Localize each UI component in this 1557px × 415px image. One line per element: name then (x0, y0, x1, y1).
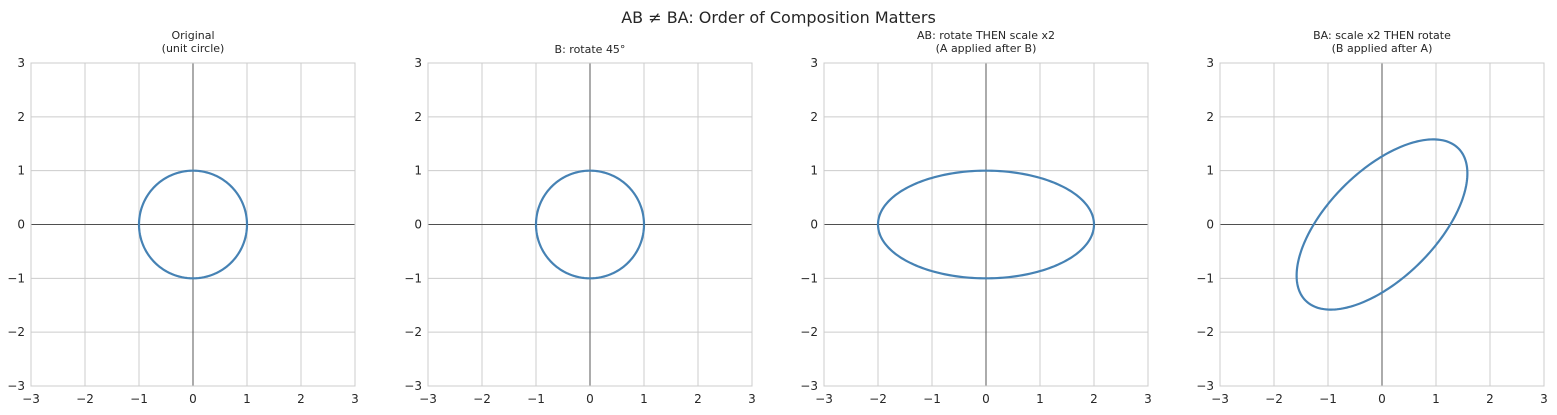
x-tick-label: 3 (1144, 392, 1152, 406)
y-tick-label: 3 (810, 56, 818, 70)
x-tick-label: −3 (815, 392, 833, 406)
x-tick-label: −2 (869, 392, 887, 406)
x-tick-label: −2 (473, 392, 491, 406)
x-tick-label: 0 (586, 392, 594, 406)
x-tick-label: −2 (1265, 392, 1283, 406)
plot-frame (1219, 62, 1545, 387)
subplot-title-line: B: rotate 45° (555, 43, 626, 56)
x-tick-label: 2 (1090, 392, 1098, 406)
x-tick-label: 2 (1486, 392, 1494, 406)
y-tick-label: −2 (1196, 325, 1214, 339)
y-tick-label: −3 (800, 379, 818, 393)
transformed-curve (137, 169, 249, 280)
x-tick-label: −1 (923, 392, 941, 406)
subplot-title-line: AB: rotate THEN scale x2 (917, 29, 1055, 42)
y-tick-label: 3 (17, 56, 25, 70)
y-tick-label: −1 (1196, 271, 1214, 285)
x-tick-label: 2 (297, 392, 305, 406)
x-tick-label: −3 (419, 392, 437, 406)
x-tick-label: 1 (1432, 392, 1440, 406)
subplot-3: −3 −2 −1 0 1 2 3 −3 −2 −1 0 1 2 3 AB: rotate THEN scal… (800, 29, 1152, 406)
y-tick-label: −1 (800, 271, 818, 285)
figure-title: AB ≠ BA: Order of Composition Matters (621, 8, 936, 27)
plot-frame (427, 62, 753, 387)
y-tick-label: −1 (404, 271, 422, 285)
y-tick-label: 2 (810, 110, 818, 124)
y-tick-label: 1 (1206, 164, 1214, 178)
y-tick-label: 1 (414, 164, 422, 178)
x-tick-label: −1 (130, 392, 148, 406)
y-tick-label: 0 (810, 218, 818, 232)
x-tick-label: −2 (76, 392, 94, 406)
subplot-title-line: (A applied after B) (936, 42, 1037, 55)
y-tick-label: 1 (810, 164, 818, 178)
subplot-title-line: BA: scale x2 THEN rotate (1313, 29, 1451, 42)
x-tick-label: −1 (1319, 392, 1337, 406)
x-tick-label: −1 (527, 392, 545, 406)
y-tick-label: 3 (414, 56, 422, 70)
transformed-curve (876, 169, 1096, 280)
x-tick-label: 1 (243, 392, 251, 406)
x-tick-label: 3 (748, 392, 756, 406)
y-tick-label: 2 (1206, 110, 1214, 124)
transformed-curve (1295, 138, 1469, 311)
x-tick-label: 3 (351, 392, 359, 406)
y-tick-label: −3 (404, 379, 422, 393)
y-tick-label: −3 (7, 379, 25, 393)
x-tick-label: 1 (640, 392, 648, 406)
y-tick-label: −3 (1196, 379, 1214, 393)
y-tick-label: −2 (7, 325, 25, 339)
y-tick-label: 0 (1206, 218, 1214, 232)
subplot-title-line: (unit circle) (162, 42, 225, 55)
y-tick-label: 0 (17, 218, 25, 232)
x-tick-label: −3 (22, 392, 40, 406)
subplot-2: −3 −2 −1 0 1 2 3 −3 −2 −1 0 1 2 3 B: rotate 45° (404, 43, 756, 406)
x-tick-label: 0 (189, 392, 197, 406)
x-tick-label: 1 (1036, 392, 1044, 406)
x-tick-label: −3 (1211, 392, 1229, 406)
x-tick-label: 2 (694, 392, 702, 406)
x-tick-label: 3 (1540, 392, 1548, 406)
x-tick-label: 0 (1378, 392, 1386, 406)
plot-frame (823, 62, 1149, 387)
transformed-curve (534, 169, 646, 280)
subplot-4: −3 −2 −1 0 1 2 3 −3 −2 −1 0 1 2 3 BA: scale x2 THEN ro… (1196, 29, 1548, 406)
y-tick-label: −1 (7, 271, 25, 285)
y-tick-label: 3 (1206, 56, 1214, 70)
y-tick-label: 2 (17, 110, 25, 124)
plot-frame (30, 62, 356, 387)
y-tick-label: 2 (414, 110, 422, 124)
y-tick-label: 0 (414, 218, 422, 232)
subplot-1: −3 −2 −1 0 1 2 3 −3 −2 −1 0 1 2 3 Original(unit circle… (7, 29, 359, 406)
y-tick-label: −2 (404, 325, 422, 339)
y-tick-label: −2 (800, 325, 818, 339)
y-tick-label: 1 (17, 164, 25, 178)
subplot-title-line: (B applied after A) (1332, 42, 1433, 55)
x-tick-label: 0 (982, 392, 990, 406)
subplot-title-line: Original (171, 29, 214, 42)
